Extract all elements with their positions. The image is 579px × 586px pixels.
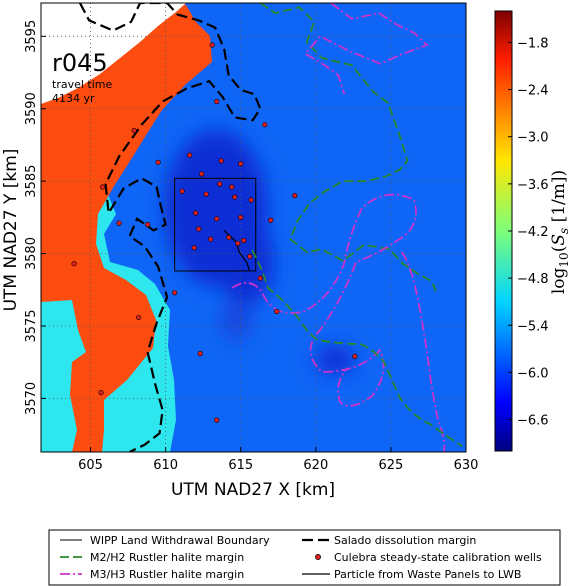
calibration-well-point — [71, 261, 77, 267]
y-axis-label: UTM NAD27 Y [km] — [1, 149, 21, 312]
calibration-well-point — [226, 235, 232, 241]
calibration-well-point — [238, 161, 244, 167]
legend-swatch-wells — [315, 554, 321, 560]
legend-label-particle: Particle from Waste Panels to LWB — [334, 568, 521, 581]
calibration-well-point — [238, 214, 244, 220]
colorbar-tick-label: −2.4 — [517, 84, 549, 99]
calibration-well-point — [193, 210, 199, 216]
y-tick-label: 3585 — [24, 165, 39, 198]
y-tick-label: 3575 — [24, 309, 39, 342]
m3-h3-rustler-halite-margin — [303, 3, 429, 95]
calibration-well-point — [208, 236, 214, 242]
colorbar-tick-label: −6.6 — [517, 414, 549, 429]
calibration-well-point — [217, 181, 223, 187]
calibration-wells — [71, 42, 358, 423]
calibration-well-point — [196, 226, 202, 232]
x-tick-label: 605 — [78, 458, 103, 473]
calibration-well-point — [229, 184, 235, 190]
colorbar-tick-label: −4.2 — [517, 225, 549, 240]
colorbar-tick-label: −4.8 — [517, 272, 549, 287]
x-tick-label: 610 — [153, 458, 178, 473]
x-axis-label: UTM NAD27 X [km] — [171, 480, 335, 500]
x-axis-ticks: 605 610 615 620 625 630 — [78, 447, 478, 473]
x-tick-label: 630 — [454, 458, 479, 473]
map-plot-area — [41, 3, 466, 452]
calibration-well-point — [99, 184, 106, 190]
calibration-well-point — [248, 197, 254, 203]
m2-h2-rustler-halite-margin-south — [251, 249, 463, 447]
legend-label-wells: Culebra steady-state calibration wells — [334, 551, 542, 564]
calibration-well-point — [232, 194, 238, 200]
x-tick-label: 615 — [228, 458, 253, 473]
travel-time-value: 4134 yr — [52, 92, 95, 105]
travel-time-caption: travel time — [52, 78, 112, 91]
y-tick-label: 3570 — [24, 382, 39, 415]
plot-frame — [40, 2, 467, 453]
colorbar-tick-label: −6.0 — [517, 366, 549, 381]
colorbar-tick-label: −3.6 — [517, 178, 549, 193]
calibration-well-point — [214, 98, 220, 105]
colorbar-tick-label: −1.8 — [517, 36, 549, 51]
calibration-well-point — [247, 253, 253, 260]
calibration-well-point — [262, 122, 268, 128]
legend-label-wipp: WIPP Land Withdrawal Boundary — [90, 534, 270, 547]
calibration-well-point — [116, 220, 122, 226]
calibration-well-point — [172, 290, 178, 296]
calibration-well-point — [191, 245, 197, 251]
calibration-well-point — [131, 127, 137, 134]
calibration-well-point — [197, 350, 203, 357]
m3-h3-rustler-halite-margin-east — [401, 251, 446, 452]
y-tick-label: 3580 — [24, 237, 39, 270]
colorbar-tick-label: −3.0 — [517, 131, 549, 146]
calibration-well-point — [214, 417, 220, 423]
calibration-well-point — [352, 353, 358, 360]
calibration-well-point — [292, 193, 298, 199]
calibration-well-point — [199, 171, 205, 177]
y-tick-label: 3590 — [24, 92, 39, 125]
calibration-well-point — [274, 308, 280, 315]
wipp-land-withdrawal-boundary — [174, 177, 257, 272]
calibration-well-point — [145, 222, 151, 228]
colorbar-ticks: −1.8 −2.4 −3.0 −3.6 −4.2 −4.8 −5.4 −6.0 −6.6 — [508, 36, 549, 429]
legend: WIPP Land Withdrawal Boundary Salado dis… — [48, 529, 561, 586]
salado-dissolution-margin — [79, 3, 262, 452]
legend-label-m3h3: M3/H3 Rustler halite margin — [90, 568, 244, 581]
calibration-well-point — [187, 152, 193, 158]
x-tick-label: 625 — [378, 458, 403, 473]
calibration-well-point — [257, 275, 263, 281]
calibration-well-point — [209, 42, 215, 48]
low-value-patches — [164, 130, 355, 374]
calibration-well-point — [218, 158, 224, 164]
calibration-well-point — [214, 216, 220, 222]
y-tick-label: 3595 — [24, 20, 39, 53]
no-data-region — [41, 3, 186, 104]
m3-h3-rustler-halite-margin-lobe — [231, 193, 417, 407]
calibration-well-point — [241, 237, 247, 244]
calibration-well-point — [203, 191, 209, 197]
calibration-well-point — [268, 217, 274, 223]
x-tick-label: 620 — [303, 458, 328, 473]
orange-field-region — [41, 3, 212, 452]
y-axis-ticks: 3570 3575 3580 3585 3590 3595 — [24, 20, 46, 415]
calibration-well-point — [98, 390, 104, 396]
calibration-well-point — [155, 159, 161, 165]
legend-label-salado: Salado dissolution margin — [334, 534, 476, 547]
calibration-well-point — [235, 240, 241, 247]
calibration-well-point — [136, 314, 142, 320]
legend-label-m2h2: M2/H2 Rustler halite margin — [90, 551, 244, 564]
cyan-lower-band — [41, 300, 86, 452]
calibration-well-point — [179, 188, 185, 194]
colorbar-tick-label: −5.4 — [517, 319, 549, 334]
colorbar-label: log10(Ss [1/m]) — [549, 170, 571, 294]
run-id-label: r045 — [52, 49, 108, 77]
m2-h2-rustler-halite-margin — [259, 3, 437, 292]
